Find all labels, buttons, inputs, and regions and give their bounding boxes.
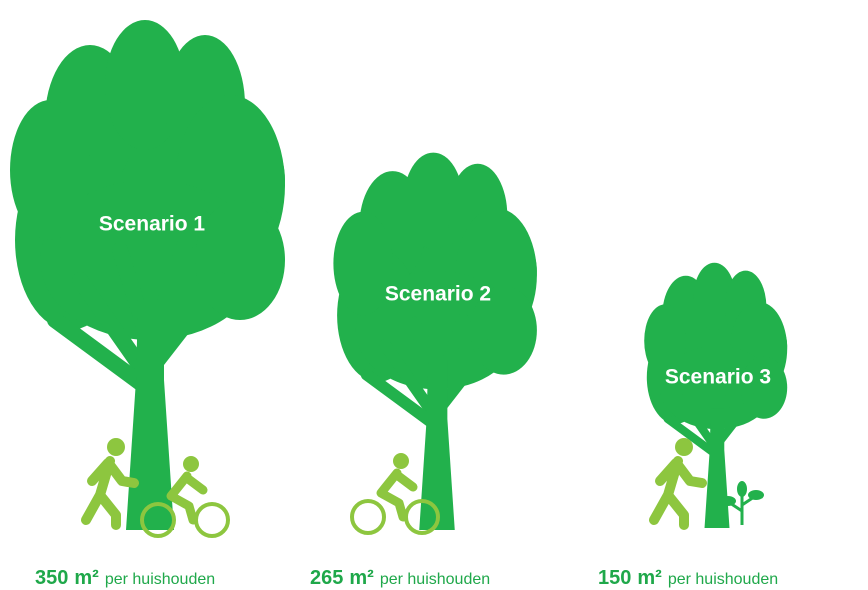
area-per: per huishouden (668, 571, 778, 588)
walker-icon (86, 438, 134, 525)
leaf (748, 490, 764, 500)
body (654, 461, 702, 525)
area-unit: m² (637, 567, 662, 589)
tree (333, 153, 537, 530)
area-value: 265 (310, 567, 343, 589)
tree (10, 20, 285, 530)
area-value: 350 (35, 567, 68, 589)
head (393, 453, 409, 469)
infographic: Scenario 1 350 m² per huishouden Scenario 2 2… (0, 0, 868, 590)
area-unit: m² (349, 567, 374, 589)
canopy (10, 100, 90, 240)
scenario-label: Scenario 3 (665, 366, 771, 389)
head (675, 438, 693, 456)
head (107, 438, 125, 456)
area-label: 265 m² per huishouden (310, 567, 490, 589)
area-unit: m² (74, 567, 99, 589)
area-label: 150 m² per huishouden (598, 567, 778, 589)
wheel (352, 501, 384, 533)
scenario-label: Scenario 2 (385, 283, 491, 306)
area-per: per huishouden (380, 571, 490, 588)
area-per: per huishouden (105, 571, 215, 588)
leaf (720, 496, 736, 506)
area-label: 350 m² per huishouden (35, 567, 215, 589)
scenario-label: Scenario 1 (99, 213, 206, 236)
body (86, 461, 134, 525)
walker-icon (654, 438, 702, 525)
head (183, 456, 199, 472)
leaf (737, 481, 747, 497)
canopy (333, 212, 392, 316)
wheel (196, 504, 228, 536)
area-value: 150 (598, 567, 631, 589)
